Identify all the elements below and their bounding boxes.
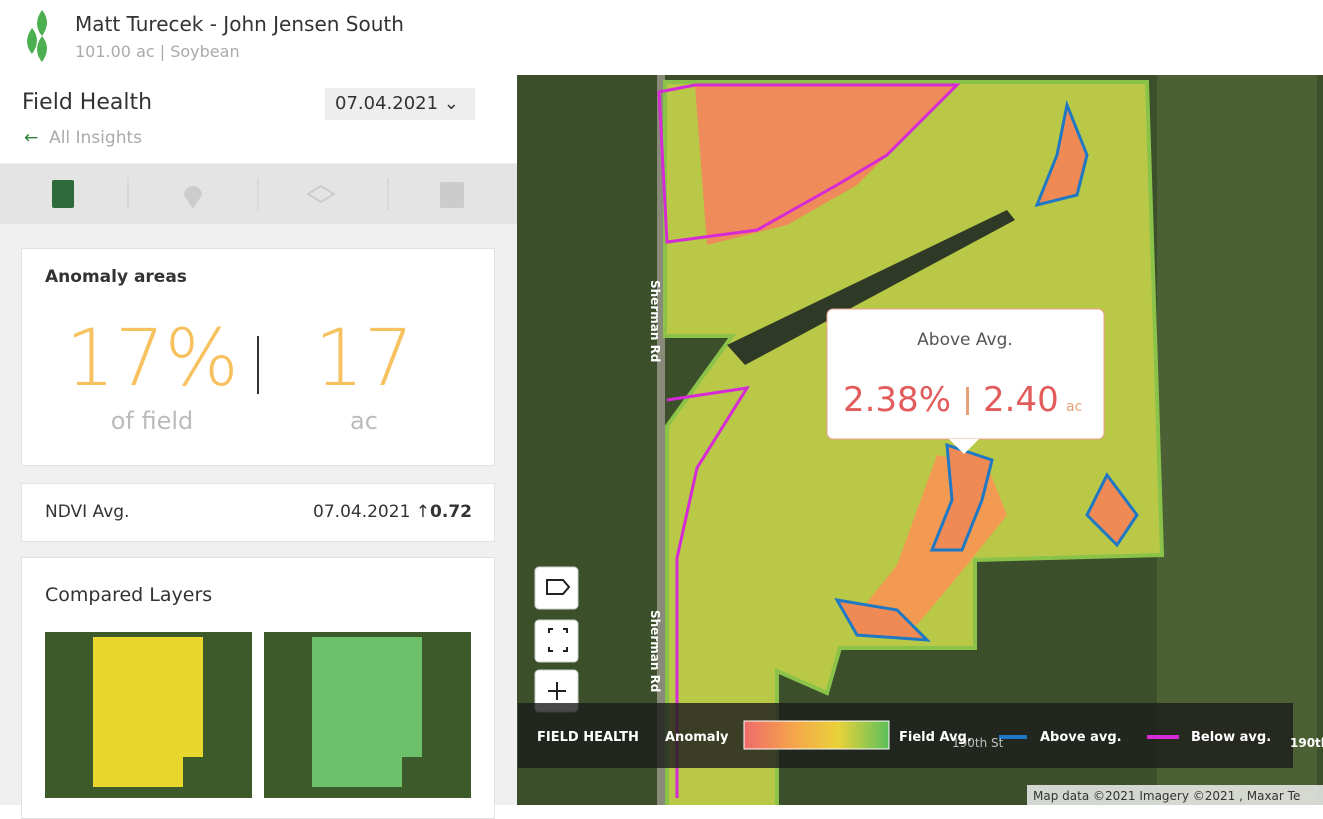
attribution: Map data ©2021 Imagery ©2021 , Maxar Te [1033,789,1300,803]
acres: 17 [314,314,414,404]
date-select[interactable]: 07.04.2021 ⌄ [325,88,475,120]
anomaly-card: Anomaly areas 17% of field 17 ac [21,248,495,466]
compared-card: Compared Layers [21,557,495,819]
tab-bar [0,164,517,224]
compared-title: Compared Layers [45,584,213,606]
logo [27,10,47,62]
tooltip-title: Above Avg. [917,330,1013,350]
legend-field-avg: Field Avg. [899,730,972,745]
tag-button[interactable] [534,566,579,610]
tooltip: Above Avg. 2.38% 2.40 ac [826,308,1105,454]
side-panel: Field Health 07.04.2021 ⌄ ← All Insights… [0,75,517,819]
focus-button[interactable] [534,619,579,663]
road-label: Sherman Rd [648,280,662,362]
map-controls [534,566,579,713]
percent: 17% [65,314,239,404]
tab-icons [52,178,464,210]
ndvi-date: 07.04.2021 [313,502,411,522]
tooltip-acres: 2.40 [983,380,1059,420]
percent-label: of field [110,407,194,435]
ndvi-label: NDVI Avg. [45,502,130,522]
ndvi-card: NDVI Avg. 07.04.2021 ↑0.72 [21,483,495,542]
ndvi-values: 07.04.2021 ↑0.72 [313,502,472,522]
back-link[interactable]: ← All Insights [24,128,142,148]
road-label: 190th St [952,736,1004,750]
layer-thumbs [45,632,471,798]
date: 07.04.2021 [335,93,439,114]
map: Sherman Rd Sherman Rd Above Avg. 2.38% 2… [517,75,1323,805]
card-title: Anomaly areas [45,267,187,287]
back-text: All Insights [49,128,142,148]
legend-below: Below avg. [1191,730,1271,745]
ndvi-value: 0.72 [430,502,472,522]
tooltip-unit: ac [1066,399,1082,415]
road-label: 190th [1290,736,1323,750]
road-label: Sherman Rd [648,610,662,692]
legend: FIELD HEALTH Anomaly Field Avg. Above av… [518,703,1293,768]
field-subtitle: 101.00 ac | Soybean [75,42,240,61]
legend-anomaly: Anomaly [665,730,729,745]
legend-title: FIELD HEALTH [537,730,639,745]
panel-title: Field Health [22,90,153,115]
tooltip-percent: 2.38% [843,380,951,420]
acres-label: ac [350,407,378,435]
field-title: Matt Turecek - John Jensen South [75,12,404,36]
legend-above: Above avg. [1040,730,1122,745]
divider [257,336,259,394]
